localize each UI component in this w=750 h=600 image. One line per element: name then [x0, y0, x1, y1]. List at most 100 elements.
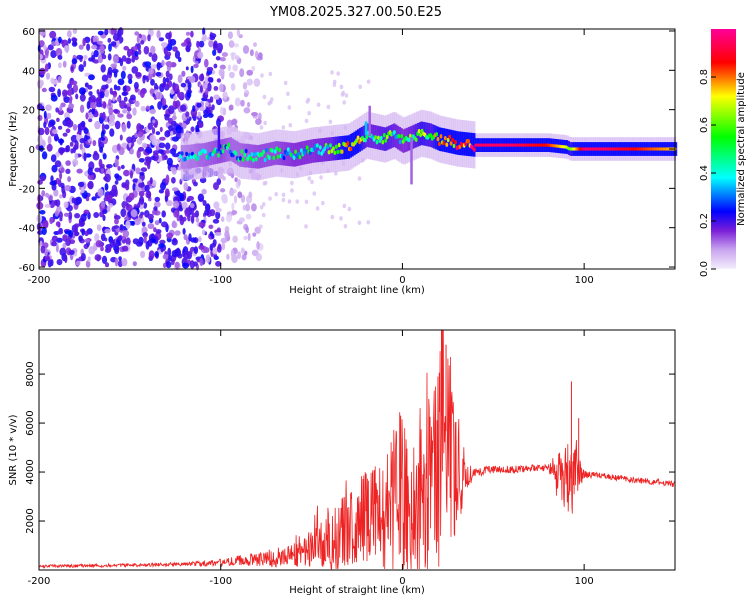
noise-speck [104, 124, 110, 130]
spectrogram-noise-layer [35, 27, 371, 271]
noise-speck [36, 201, 44, 210]
noise-speck [274, 192, 279, 197]
noise-speck [112, 33, 120, 42]
noise-speck [76, 54, 84, 60]
noise-speck [238, 217, 245, 223]
noise-speck [123, 45, 129, 51]
noise-speck [131, 49, 135, 56]
noise-speck [97, 55, 104, 63]
noise-speck [160, 42, 168, 48]
noise-speck [150, 78, 155, 86]
noise-speck [209, 96, 214, 103]
noise-speck [63, 45, 70, 53]
y-tick-label: 20 [22, 106, 35, 117]
noise-speck [59, 105, 63, 112]
noise-speck [79, 138, 86, 144]
noise-speck [151, 53, 158, 62]
ridge-band [229, 137, 232, 161]
noise-speck [213, 42, 218, 49]
noise-speck [41, 220, 49, 229]
noise-speck [78, 221, 85, 227]
noise-speck [199, 257, 204, 267]
ridge-band [268, 142, 271, 167]
noise-speck [69, 141, 74, 147]
noise-speck [100, 167, 105, 174]
noise-speck [162, 254, 169, 260]
x-tick-label: -100 [209, 275, 232, 286]
noise-speck [149, 177, 153, 185]
noise-speck [116, 144, 121, 151]
noise-speck [219, 57, 226, 62]
noise-speck [332, 79, 337, 85]
ridge-core [180, 151, 184, 156]
noise-speck [50, 259, 54, 267]
noise-speck [136, 35, 140, 44]
noise-speck [304, 224, 308, 229]
noise-speck [86, 101, 91, 110]
noise-speck [79, 143, 83, 150]
ridge-core [308, 150, 312, 156]
noise-speck [74, 152, 79, 160]
noise-speck [110, 27, 115, 36]
ridge-core [244, 148, 248, 154]
noise-speck [190, 30, 194, 38]
noise-speck [234, 55, 240, 61]
noise-speck [330, 70, 334, 75]
noise-speck [100, 64, 106, 73]
noise-speck [93, 49, 99, 58]
noise-speck [72, 124, 78, 131]
ridge-band [315, 138, 318, 163]
noise-speck [104, 183, 109, 191]
noise-speck [347, 206, 352, 212]
noise-speck [206, 66, 214, 72]
noise-speck [90, 102, 97, 109]
ridge-core [217, 153, 220, 158]
ridge-band [197, 143, 200, 168]
noise-speck [58, 138, 65, 144]
spectrogram-x-label: Height of straight line (km) [289, 285, 425, 296]
noise-speck [117, 113, 124, 118]
noise-speck [178, 91, 185, 101]
noise-speck [121, 123, 127, 133]
noise-speck [158, 149, 164, 154]
noise-speck [202, 200, 207, 206]
noise-speck [165, 142, 171, 150]
ridge-band [224, 138, 227, 162]
noise-speck [112, 96, 116, 102]
ridge-core [340, 149, 344, 154]
noise-speck [131, 66, 139, 74]
noise-speck [148, 52, 153, 57]
noise-speck [212, 247, 218, 255]
noise-speck [101, 255, 108, 264]
ridge-core [439, 134, 443, 139]
ridge-band [237, 141, 240, 166]
noise-speck [168, 125, 174, 131]
ridge-band [278, 141, 282, 166]
noise-speck [84, 230, 89, 237]
noise-speck [229, 71, 235, 79]
noise-speck [102, 209, 108, 215]
noise-speck [115, 241, 119, 248]
noise-speck [154, 251, 159, 258]
noise-speck [64, 230, 71, 235]
noise-speck [171, 167, 177, 175]
ridge-core [381, 140, 385, 145]
noise-speck [209, 33, 217, 39]
noise-speck [65, 168, 71, 174]
noise-speck [78, 44, 84, 50]
ridge-core [317, 150, 321, 155]
noise-speck [88, 91, 93, 96]
noise-speck [172, 100, 177, 109]
noise-speck [111, 91, 117, 96]
noise-speck [174, 230, 181, 236]
noise-speck [310, 179, 314, 185]
noise-speck [39, 54, 43, 60]
noise-speck [44, 126, 50, 136]
noise-speck [96, 97, 102, 103]
noise-speck [120, 208, 127, 218]
noise-speck [207, 77, 214, 83]
ridge-core [227, 142, 231, 148]
noise-speck [116, 39, 120, 47]
noise-speck [226, 253, 230, 260]
noise-speck [143, 45, 150, 55]
